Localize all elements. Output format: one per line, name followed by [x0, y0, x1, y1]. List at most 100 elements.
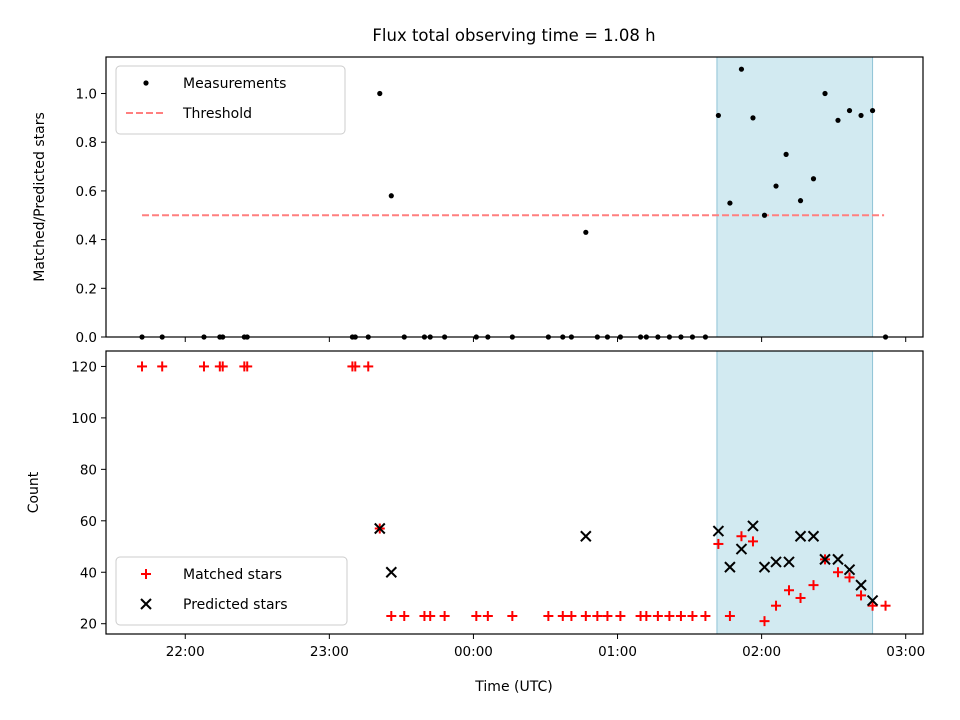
- data-point-bottom-0-38: [771, 600, 782, 611]
- y-tick-label-top: 0.2: [76, 281, 97, 297]
- data-point-top-0-37: [761, 212, 768, 218]
- data-point-top-0-33: [715, 112, 721, 119]
- data-point-top-0-10: [377, 90, 383, 97]
- y-tick-label-top: 0.8: [76, 135, 97, 151]
- data-point-bottom-1-16: [866, 594, 879, 607]
- data-point-bottom-0-25: [615, 610, 626, 621]
- y-tick-label-bottom: 20: [80, 617, 97, 633]
- y-tick-label-top: 0.6: [76, 184, 97, 200]
- legend-bottom: Matched stars Predicted stars: [115, 556, 348, 626]
- data-point-top-0-36: [750, 115, 756, 121]
- data-point-bottom-0-24: [602, 610, 613, 621]
- data-point-bottom-1-0: [374, 522, 386, 535]
- legend-marker-predicted-stars: [140, 598, 152, 610]
- data-point-bottom-0-47: [880, 600, 891, 611]
- data-point-bottom-0-35: [736, 531, 747, 542]
- legend-label: Measurements: [183, 76, 286, 92]
- data-point-bottom-0-19: [543, 610, 554, 621]
- lower-panel-counts: 20 40 60 80 100 120 22:00 23:00 00:00 01:00 02:00 0…: [26, 350, 925, 660]
- data-point-bottom-0-31: [687, 610, 698, 621]
- data-point-bottom-0-43: [832, 567, 843, 578]
- data-point-bottom-0-36: [747, 536, 758, 547]
- x-tick-label: 03:00: [886, 644, 925, 660]
- data-point-bottom-0-37: [759, 616, 770, 627]
- data-point-bottom-0-20: [557, 610, 568, 621]
- x-tick-label: 22:00: [166, 644, 205, 660]
- data-point-top-0-42: [822, 90, 828, 97]
- data-point-top-0-46: [869, 107, 876, 114]
- legend-label: Predicted stars: [183, 597, 288, 613]
- x-tick-label: 02:00: [742, 644, 781, 660]
- data-point-bottom-1-12: [819, 553, 831, 566]
- legend-marker-measurements: [143, 80, 149, 86]
- axes-frame-top: [105, 56, 924, 338]
- data-point-bottom-0-40: [795, 592, 806, 603]
- data-point-top-0-40: [797, 198, 804, 204]
- data-point-bottom-0-22: [580, 610, 591, 621]
- data-point-bottom-0-23: [592, 610, 603, 621]
- data-point-bottom-0-27: [641, 610, 652, 621]
- data-point-bottom-0-9: [363, 361, 374, 372]
- data-point-bottom-0-33: [713, 538, 724, 549]
- data-point-bottom-0-0: [137, 361, 148, 372]
- data-point-bottom-0-30: [675, 610, 686, 621]
- legend-box-bottom: [115, 556, 348, 626]
- legend-box-top: [115, 65, 346, 135]
- data-point-bottom-1-10: [794, 530, 807, 542]
- data-point-top-0-11: [388, 193, 394, 199]
- data-point-bottom-0-28: [652, 610, 663, 621]
- data-point-bottom-0-1: [157, 361, 168, 372]
- x-tick-label: 23:00: [310, 644, 349, 660]
- axes-frame-bottom: [105, 350, 924, 635]
- data-point-top-0-45: [858, 112, 864, 119]
- y-axis-label-top: Matched/Predicted stars: [32, 112, 48, 282]
- data-point-bottom-0-17: [482, 610, 493, 621]
- data-point-bottom-1-11: [807, 530, 820, 542]
- data-point-bottom-0-39: [783, 585, 794, 596]
- legend-label: Matched stars: [183, 567, 282, 583]
- data-point-bottom-1-4: [724, 561, 736, 573]
- data-point-top-0-43: [835, 117, 841, 123]
- series-matched-stars: [137, 361, 891, 627]
- series-measurements: [139, 66, 889, 340]
- data-point-top-0-34: [727, 200, 733, 206]
- data-point-bottom-0-12: [399, 610, 410, 621]
- y-tick-label-top: 0.4: [76, 233, 97, 249]
- chart-title: Flux total observing time = 1.08 h: [372, 26, 655, 45]
- data-point-bottom-1-5: [735, 543, 748, 555]
- y-tick-label-bottom: 60: [80, 514, 97, 530]
- y-tick-label-bottom: 100: [71, 411, 97, 427]
- data-point-bottom-0-14: [425, 610, 436, 621]
- data-point-bottom-0-4: [217, 361, 228, 372]
- data-point-bottom-1-7: [758, 561, 771, 573]
- x-tick-label: 01:00: [598, 644, 637, 660]
- y-tick-label-bottom: 40: [80, 565, 97, 581]
- data-point-bottom-0-34: [724, 610, 735, 621]
- series-predicted-stars: [374, 520, 879, 607]
- data-point-bottom-1-9: [783, 556, 795, 568]
- data-point-top-0-41: [810, 176, 817, 182]
- x-tick-label: 00:00: [454, 644, 493, 660]
- data-point-bottom-0-16: [471, 610, 482, 621]
- data-point-top-0-39: [783, 151, 789, 157]
- data-point-bottom-0-32: [700, 610, 711, 621]
- legend-top: Measurements Threshold: [115, 65, 346, 135]
- data-point-bottom-1-13: [832, 553, 844, 566]
- upper-panel-ratio: 0.0 0.2 0.4 0.6 0.8 1.0 Matched/Predicted star…: [32, 56, 924, 346]
- data-point-bottom-0-18: [507, 610, 518, 621]
- y-axis-label-bottom: Count: [26, 471, 42, 513]
- data-point-bottom-0-11: [386, 610, 397, 621]
- y-tick-label-top: 1.0: [76, 87, 97, 103]
- data-point-top-0-35: [738, 66, 745, 72]
- data-point-bottom-1-3: [712, 525, 725, 537]
- data-point-top-0-22: [583, 229, 589, 235]
- legend-marker-matched-stars: [141, 569, 151, 579]
- data-point-bottom-0-6: [242, 361, 253, 372]
- data-point-bottom-1-15: [855, 579, 867, 591]
- x-axis-label: Time (UTC): [474, 679, 552, 695]
- y-tick-label-bottom: 120: [71, 359, 97, 375]
- shaded-interval-bottom: [716, 350, 874, 635]
- data-point-bottom-1-1: [385, 566, 398, 578]
- data-point-bottom-0-45: [856, 590, 867, 601]
